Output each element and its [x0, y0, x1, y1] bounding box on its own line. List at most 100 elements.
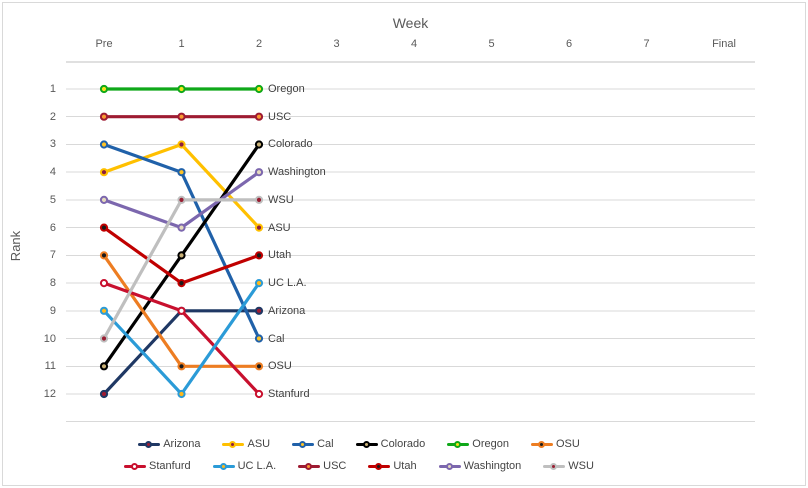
- chart-legend: Arizona ASU Cal Colorado Oregon OSU Stanfurd UC…: [0, 433, 763, 477]
- team-end-label: UC L.A.: [268, 277, 307, 290]
- series-marker: [99, 306, 109, 315]
- series-marker: [177, 168, 186, 177]
- team-end-label: ASU: [268, 221, 291, 234]
- legend-line-marker-icon: [292, 440, 315, 448]
- legend-line-marker-icon: [355, 440, 378, 448]
- team-end-label: Oregon: [268, 83, 305, 95]
- legend-item-cal: Cal: [292, 438, 334, 450]
- legend-item-washington: Washington: [438, 460, 522, 472]
- legend-line-marker-icon: [368, 462, 391, 470]
- legend-line-marker-icon: [298, 462, 321, 470]
- legend-label: Colorado: [380, 438, 426, 450]
- y-tick-label: 2: [49, 110, 56, 123]
- legend-label: Cal: [317, 438, 334, 450]
- team-end-label: Utah: [268, 249, 292, 262]
- series-marker: [177, 389, 186, 399]
- legend-item-utah: Utah: [368, 460, 417, 472]
- series-marker: [177, 223, 186, 232]
- legend-line-marker-icon: [543, 462, 566, 470]
- legend-label: Arizona: [163, 438, 201, 450]
- series-marker: [254, 168, 264, 177]
- team-end-label: WSU: [268, 193, 294, 206]
- legend-item-colorado: Colorado: [355, 438, 426, 450]
- y-tick-label: 10: [43, 332, 56, 345]
- legend-item-usc: USC: [298, 460, 346, 472]
- legend-label: Washington: [463, 460, 522, 472]
- series-marker: [254, 279, 264, 288]
- x-axis-title: Week: [392, 15, 429, 31]
- legend-label: Utah: [393, 460, 417, 472]
- team-end-label: Washington: [268, 166, 326, 179]
- team-end-label: Stanfurd: [268, 387, 310, 400]
- y-tick-label: 11: [44, 360, 56, 373]
- series-marker: [177, 112, 186, 121]
- x-tick-label: Final: [712, 38, 736, 50]
- legend-row: Arizona ASU Cal Colorado Oregon OSU: [0, 433, 763, 455]
- legend-row: Stanfurd UC L.A. USC Utah Washington WSU: [0, 455, 763, 477]
- legend-label: WSU: [568, 460, 594, 472]
- legend-label: Oregon: [472, 438, 509, 450]
- legend-label: Stanfurd: [149, 460, 191, 472]
- legend-item-asu: ASU: [222, 438, 270, 450]
- series-marker: [99, 223, 109, 232]
- legend-line-marker-icon: [447, 440, 470, 448]
- series-marker: [177, 362, 186, 371]
- team-end-label: Cal: [268, 332, 285, 345]
- series-marker: [254, 112, 264, 121]
- legend-item-arizona: Arizona: [138, 438, 200, 450]
- series-marker: [254, 195, 264, 204]
- legend-label: OSU: [555, 438, 580, 450]
- legend-label: USC: [323, 460, 347, 472]
- y-tick-label: 7: [49, 249, 56, 262]
- series-marker: [254, 223, 264, 232]
- series-marker: [99, 251, 109, 260]
- x-tick-label: 2: [255, 38, 263, 50]
- series-marker: [177, 251, 186, 260]
- y-tick-label: 5: [49, 193, 56, 206]
- series-marker: [99, 168, 109, 177]
- x-tick-label: 4: [410, 38, 418, 50]
- series-marker: [177, 84, 186, 94]
- series-marker: [99, 362, 109, 371]
- x-tick-label: 7: [643, 38, 650, 50]
- legend-item-osu: OSU: [530, 438, 580, 450]
- legend-line-marker-icon: [222, 440, 245, 448]
- series-marker: [254, 84, 264, 94]
- x-tick-label: 5: [488, 38, 495, 50]
- series-marker: [99, 112, 109, 121]
- team-end-label: Colorado: [268, 138, 313, 151]
- legend-line-marker-icon: [124, 462, 147, 470]
- series-marker: [254, 334, 264, 343]
- series-marker: [99, 195, 109, 204]
- x-tick-label: 1: [178, 38, 185, 50]
- series-marker: [177, 306, 186, 315]
- series-marker: [99, 140, 109, 149]
- series-marker: [254, 362, 264, 371]
- y-tick-label: 9: [49, 304, 56, 317]
- series-marker: [99, 279, 109, 288]
- legend-line-marker-icon: [530, 440, 553, 448]
- team-end-label: Arizona: [268, 304, 306, 317]
- series-marker: [177, 195, 186, 204]
- series-marker: [177, 140, 186, 149]
- x-tick-label: 3: [333, 38, 340, 50]
- series-line-arizona: [102, 309, 261, 396]
- team-end-label: USC: [268, 110, 292, 123]
- series-marker: [99, 389, 109, 399]
- series-line-asu: [102, 142, 261, 230]
- y-tick-label: 6: [49, 221, 56, 234]
- legend-line-marker-icon: [438, 462, 461, 470]
- series-marker: [99, 84, 109, 94]
- legend-line-marker-icon: [212, 462, 235, 470]
- series-marker: [177, 279, 186, 288]
- series-marker: [254, 251, 264, 260]
- legend-item-oregon: Oregon: [447, 438, 509, 450]
- legend-item-uc-l-a-: UC L.A.: [212, 460, 276, 472]
- x-tick-label: Pre: [95, 38, 113, 50]
- y-tick-label: 8: [49, 277, 56, 290]
- y-tick-label: 4: [49, 166, 56, 179]
- y-tick-label: 3: [49, 138, 56, 151]
- team-end-label: OSU: [268, 360, 292, 373]
